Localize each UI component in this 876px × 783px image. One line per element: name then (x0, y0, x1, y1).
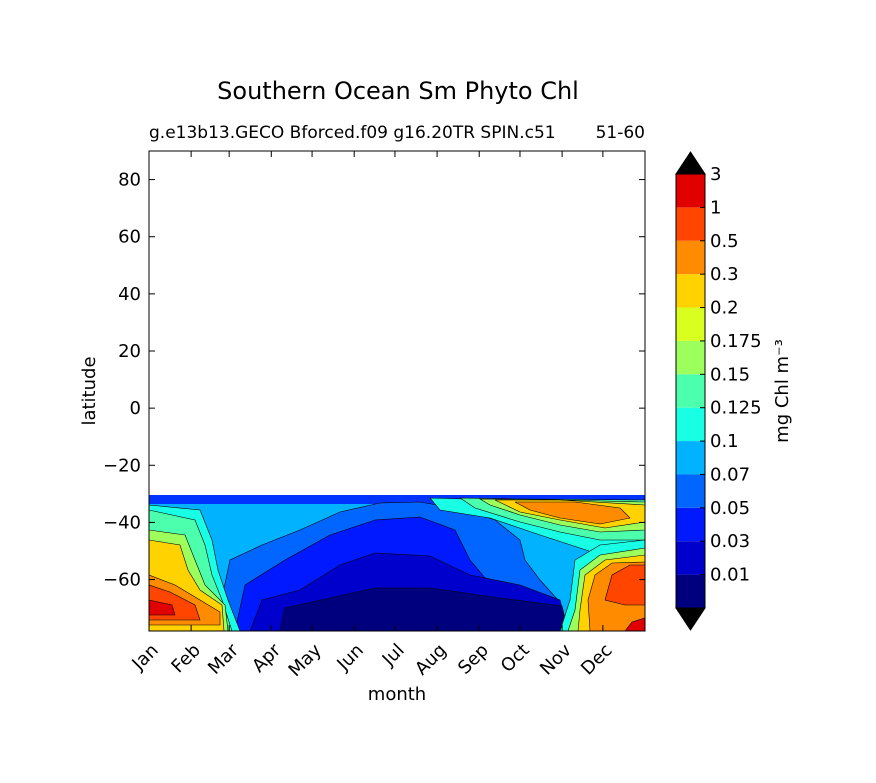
colorbar: 0.01 0.03 0.05 0.07 0.1 0.125 0.15 0.175 0.2 0.3 0… (675, 151, 762, 631)
colorbar-extend-max (675, 151, 706, 175)
y-tick-label: 20 (118, 341, 141, 362)
colorbar-segment (676, 274, 705, 308)
contour-band-1-west (149, 599, 176, 616)
y-tick-label: 60 (118, 227, 141, 248)
y-tick-label: −60 (103, 570, 141, 591)
colorbar-label: mg Chl m⁻³ (772, 339, 793, 443)
y-axis: 80 60 40 20 0 −20 −40 −60 (103, 170, 645, 591)
chart-subtitle-left: g.e13b13.GECO Bforced.f09 g16.20TR SPIN.… (149, 123, 556, 143)
colorbar-tick-label: 0.15 (710, 364, 750, 385)
colorbar-tick-label: 0.5 (710, 231, 739, 252)
x-tick-label: Jun (332, 640, 367, 675)
x-tick-label: Jan (128, 640, 163, 675)
x-tick-label: May (285, 640, 326, 681)
y-tick-label: 40 (118, 284, 141, 305)
colorbar-tick-label: 0.03 (710, 531, 750, 552)
x-tick-label: Aug (411, 640, 451, 680)
colorbar-segment (676, 541, 705, 575)
contour-northern-edge (149, 495, 645, 504)
chart-subtitle-right: 51-60 (596, 123, 645, 143)
colorbar-tick-label: 0.01 (710, 565, 750, 586)
colorbar-frame (675, 173, 706, 609)
colorbar-extend-min (675, 607, 706, 631)
colorbar-segment (676, 340, 705, 375)
y-tick-label: −40 (103, 512, 141, 533)
x-tick-label: Feb (167, 640, 204, 677)
x-tick-label: Sep (454, 640, 493, 679)
colorbar-segment (676, 207, 705, 241)
y-tick-label: −20 (103, 455, 141, 476)
x-tick-label: Oct (497, 640, 534, 677)
colorbar-tick-label: 3 (710, 164, 721, 185)
contour-field (149, 495, 645, 631)
x-tick-label: Nov (536, 640, 576, 680)
colorbar-segment (676, 374, 705, 408)
contour-band-1-se (624, 617, 645, 631)
colorbar-segment (676, 441, 705, 475)
chart-title: Southern Ocean Sm Phyto Chl (217, 77, 579, 105)
colorbar-tick-label: 0.3 (710, 264, 739, 285)
colorbar-tick-label: 0.125 (710, 398, 762, 419)
colorbar-tick-label: 0.05 (710, 498, 750, 519)
colorbar-segment (676, 507, 705, 542)
x-tick-label: Mar (204, 639, 243, 678)
colorbar-tick-label: 0.07 (710, 464, 750, 485)
contour-band-0.5-se (604, 564, 645, 606)
colorbar-tick-label: 0.1 (710, 431, 739, 452)
contour-band-0.3-east (514, 501, 631, 525)
y-tick-label: 80 (118, 170, 141, 191)
colorbar-tick-label: 1 (710, 197, 721, 218)
x-tick-label: Dec (577, 640, 616, 679)
colorbar-segment (676, 407, 705, 442)
axes-frame (148, 150, 646, 632)
x-tick-label: Jul (378, 640, 409, 671)
colorbar-segment (676, 240, 705, 275)
colorbar-segment (676, 474, 705, 508)
y-axis-label: latitude (79, 356, 100, 425)
x-axis-label: month (368, 684, 426, 705)
colorbar-tick-label: 0.2 (710, 298, 739, 319)
colorbar-segment (676, 307, 705, 341)
x-tick-label: Apr (248, 639, 285, 676)
colorbar-segment (676, 574, 705, 608)
colorbar-segment (676, 174, 705, 208)
colorbar-tick-label: 0.175 (710, 331, 762, 352)
y-tick-label: 0 (130, 398, 141, 419)
